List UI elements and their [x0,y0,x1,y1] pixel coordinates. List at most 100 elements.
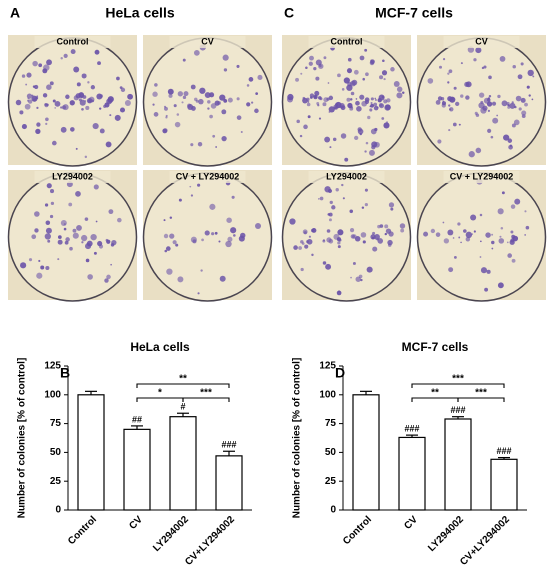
colony [369,108,373,112]
comparison-label: ** [179,374,187,385]
colony [357,128,364,135]
colony [313,67,317,71]
colony [435,100,441,105]
colony [342,197,345,200]
y-tick-label: 50 [50,447,62,458]
colony [117,217,122,223]
colony [399,223,406,229]
colony [306,102,311,107]
label-bg [169,171,246,183]
colony [209,114,213,119]
colony [492,117,499,124]
colony [70,49,76,55]
panel-letter: D [335,365,345,381]
colony [335,188,339,192]
colony [300,240,304,244]
colony [44,203,49,207]
colony [251,101,254,104]
colony [370,97,374,101]
panel-title: MCF-7 cells [375,5,453,21]
colony [497,282,504,289]
colony [486,98,491,102]
colony [226,217,232,223]
colony [435,232,441,237]
colony [152,103,155,106]
colony [353,69,359,75]
colony [455,101,460,107]
colony [210,103,217,109]
colony [200,269,203,272]
colony [383,99,388,104]
colony [473,230,476,233]
colony [76,225,82,231]
colony [359,55,365,61]
colony [305,66,308,69]
colony [358,274,363,279]
colony [97,61,101,66]
colony [498,238,505,244]
colony [44,233,51,240]
error-bar [360,390,372,395]
colony [460,62,463,65]
colony [331,205,336,210]
colony [491,247,494,250]
colony [377,97,382,103]
colony [480,267,488,274]
y-axis-label: Number of colonies [% of control] [292,358,303,519]
colony [478,92,485,98]
colony [109,114,112,117]
colony [390,207,394,211]
colony [346,97,351,102]
error-bar [498,456,510,460]
colony [400,228,405,233]
colony [21,123,27,130]
colony [103,104,107,108]
colony [65,237,70,242]
colony [69,100,75,106]
error-bar [223,450,235,456]
colony [240,232,246,239]
colony [246,84,250,87]
colony [443,238,450,244]
comparison-label: *** [200,388,212,399]
colony [310,96,313,99]
colony [233,234,236,237]
colony [475,113,480,117]
colony [201,238,204,242]
colony [24,103,31,110]
colony [374,97,377,100]
comparison-label: *** [452,374,464,385]
label-bg [308,36,385,48]
colony [19,110,24,115]
colony [73,95,79,101]
colony [73,66,80,73]
colony [427,78,434,84]
colony [93,251,97,255]
y-axis-label: Number of colonies [% of control] [17,358,28,519]
colony [483,65,487,69]
colony [177,91,184,97]
colony [480,100,484,104]
colony [308,235,312,238]
colony [289,218,296,225]
y-tick-label: 75 [50,418,62,429]
colony [107,96,114,103]
colony [35,96,39,100]
colony [524,210,527,213]
colony [40,265,45,270]
error-bar [85,390,97,395]
colony [365,72,369,77]
colony [517,74,523,80]
colony [500,226,504,230]
colony [28,258,33,262]
colony [473,58,477,62]
colony [60,219,67,227]
colony [338,238,342,242]
colony [496,114,499,117]
colony [199,87,206,94]
colony [195,99,199,103]
x-tick-label: CV+LY294002 [183,514,237,568]
bar [444,418,472,511]
colony [76,82,81,87]
colony [42,93,48,98]
